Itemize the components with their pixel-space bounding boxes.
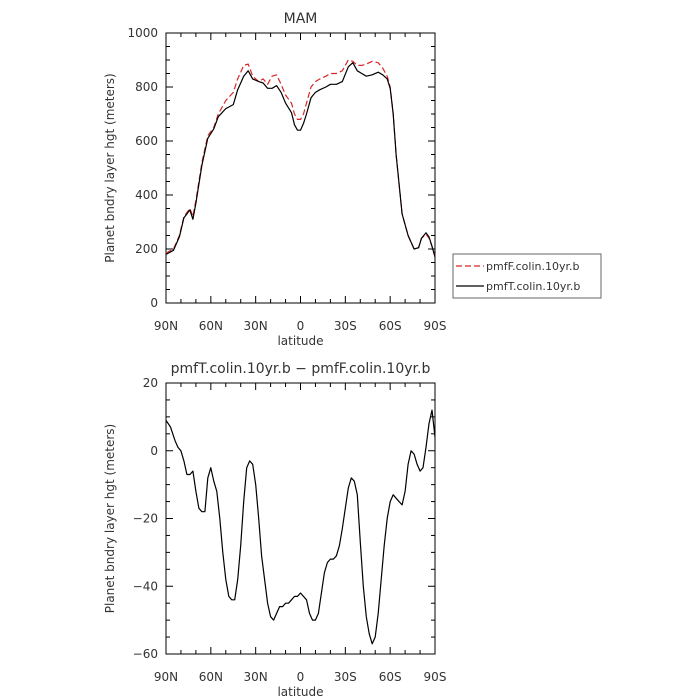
x-tick-label: 90S [424,670,447,684]
legend-label: pmfF.colin.10yr.b [486,260,580,273]
legend-label: pmfT.colin.10yr.b [486,280,580,293]
y-tick-label: 20 [143,376,158,390]
y-tick-label: −60 [133,647,158,661]
y-tick-label: −40 [133,579,158,593]
x-tick-label: 30S [334,319,357,333]
y-tick-label: 0 [150,296,158,310]
top-panel-mam: MAM 90N 60N 30N 0 30S 60S 90S 0 200 400 600 800 1000 l… [103,11,446,348]
y-axis-label: Planet bndry layer hgt (meters) [103,424,117,614]
y-tick-label: 200 [135,242,158,256]
x-tick-label: 0 [297,319,305,333]
series-line-pmfF-colin-10yr-b [165,59,436,256]
series-line-difference [165,409,436,645]
plot-frame [165,32,436,304]
x-tick-label: 60N [199,319,223,333]
y-tick-label: 600 [135,134,158,148]
x-axis-label: latitude [277,685,323,699]
x-tick-label: 0 [297,670,305,684]
chart-title: MAM [284,11,318,27]
x-tick-label: 90N [154,319,178,333]
y-tick-label: 1000 [127,26,158,40]
y-tick-label: 400 [135,188,158,202]
legend-box [452,253,602,299]
y-axis-label: Planet bndry layer hgt (meters) [103,73,117,263]
x-tick-label: 90S [424,319,447,333]
x-tick-label: 30N [244,319,268,333]
bottom-panel-difference: pmfT.colin.10yr.b − pmfF.colin.10yr.b 90N… [103,361,446,699]
y-tick-label: −20 [133,512,158,526]
legend: pmfF.colin.10yr.b pmfT.colin.10yr.b [452,253,602,299]
series-line-pmfT-colin-10yr-b [165,62,436,258]
x-tick-label: 90N [154,670,178,684]
chart-title: pmfT.colin.10yr.b − pmfF.colin.10yr.b [171,361,431,377]
y-tick-label: 0 [150,444,158,458]
y-tick-label: 800 [135,80,158,94]
x-tick-label: 60S [379,319,402,333]
x-tick-label: 60S [379,670,402,684]
x-axis-label: latitude [277,334,323,348]
x-tick-label: 30S [334,670,357,684]
x-tick-label: 30N [244,670,268,684]
x-tick-label: 60N [199,670,223,684]
plot-frame [165,382,436,655]
